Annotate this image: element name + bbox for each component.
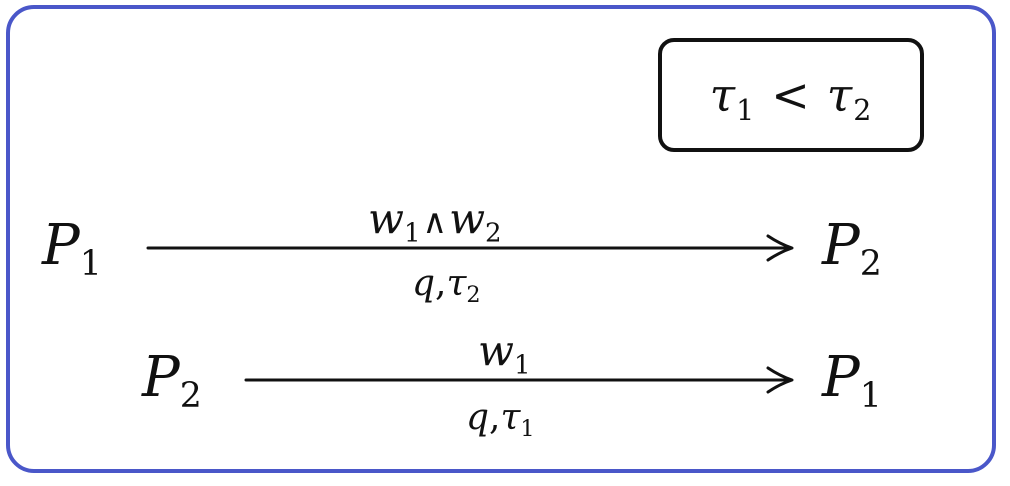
diagram-frame (6, 5, 996, 473)
edge-arrow-2 (244, 366, 794, 394)
edge2-source-node: P2 (142, 345, 202, 417)
edge-arrow-1 (146, 234, 794, 262)
edge1-source-node: P1 (42, 213, 102, 285)
edge2-target-node: P1 (822, 345, 882, 417)
condition-rhs: τ2 (826, 68, 873, 128)
edge2-bottom-label: q,τ1 (466, 397, 535, 443)
condition-operator: < (771, 68, 811, 122)
condition-box: τ1 < τ2 (658, 38, 924, 152)
condition-lhs: τ1 (709, 68, 756, 128)
edge1-bottom-label: q,τ2 (412, 263, 481, 309)
edge1-top-label: w1∧w2 (368, 194, 502, 249)
edge2-top-label: w1 (478, 326, 531, 381)
edge1-target-node: P2 (822, 213, 882, 285)
